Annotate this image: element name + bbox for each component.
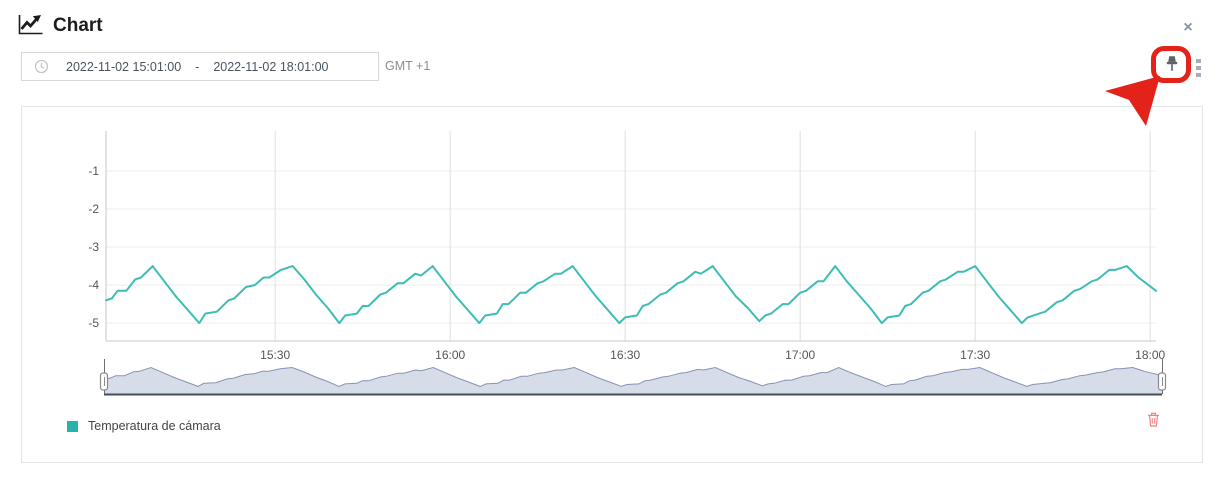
- pin-icon: [1162, 53, 1182, 79]
- timezone-label: GMT +1: [385, 59, 431, 73]
- x-tick-label: 16:30: [610, 348, 640, 362]
- trash-icon: [1147, 412, 1160, 432]
- range-end-value[interactable]: 2022-11-02 18:01:00: [213, 59, 329, 74]
- y-tick-label: -4: [88, 278, 99, 292]
- range-separator: -: [195, 59, 200, 74]
- y-tick-label: -1: [88, 164, 99, 178]
- date-range-input[interactable]: 2022-11-02 15:01:00 - 2022-11-02 18:01:0…: [21, 52, 379, 81]
- pin-button[interactable]: [1160, 54, 1184, 78]
- navigator-outline: [103, 366, 1163, 387]
- clock-icon: [34, 59, 49, 74]
- x-tick-label: 15:30: [260, 348, 290, 362]
- y-tick-label: -3: [88, 240, 99, 254]
- line-chart-icon: [17, 11, 44, 41]
- range-start-value[interactable]: 2022-11-02 15:01:00: [66, 59, 182, 74]
- series-line: [105, 265, 1157, 325]
- x-tick-label: 17:00: [785, 348, 815, 362]
- x-tick-label: 16:00: [435, 348, 465, 362]
- chart-panel: -1 -2 -3 -4 -5 15:30 16:00 16:30 17:00 17:30 18:00…: [21, 106, 1203, 463]
- navigator-area[interactable]: [104, 367, 1162, 395]
- page-title: Chart: [17, 11, 103, 41]
- x-tick-label: 18:00: [1135, 348, 1165, 362]
- timeseries-chart[interactable]: -1 -2 -3 -4 -5 15:30 16:00 16:30 17:00 17:30 18:00: [22, 107, 1204, 464]
- legend-label: Temperatura de cámara: [88, 419, 221, 433]
- legend-item[interactable]: Temperatura de cámara: [67, 419, 221, 433]
- delete-series-button[interactable]: [1144, 412, 1162, 432]
- widget-title: Chart: [53, 15, 103, 36]
- legend-swatch: [67, 420, 78, 432]
- x-tick-label: 17:30: [960, 348, 990, 362]
- more-options-icon[interactable]: [1196, 59, 1202, 80]
- close-icon[interactable]: ×: [1183, 19, 1193, 36]
- y-tick-label: -2: [88, 202, 99, 216]
- y-tick-label: -5: [88, 316, 99, 330]
